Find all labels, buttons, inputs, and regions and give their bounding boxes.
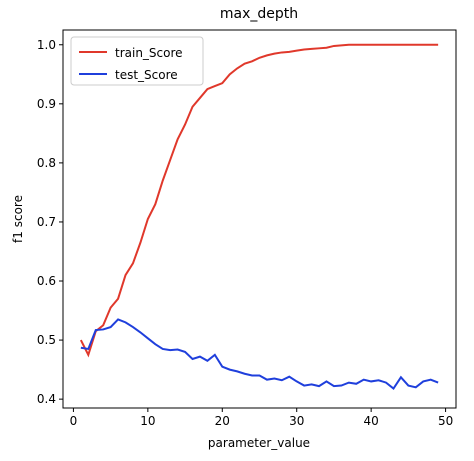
y-tick-label: 0.7 xyxy=(37,215,56,229)
legend-label: train_Score xyxy=(115,46,183,60)
plot-frame xyxy=(62,29,457,409)
series-line xyxy=(79,43,439,358)
legend-label: test_Score xyxy=(115,68,178,82)
y-tick-label: 0.4 xyxy=(37,392,56,406)
series-line xyxy=(80,318,439,390)
x-tick-label: 50 xyxy=(438,414,453,428)
y-tick-label: 0.9 xyxy=(37,97,56,111)
y-tick-label: 0.6 xyxy=(37,274,56,288)
y-tick-label: 1.0 xyxy=(37,38,56,52)
x-tick-label: 0 xyxy=(70,414,78,428)
x-tick-label: 20 xyxy=(215,414,230,428)
x-tick-label: 30 xyxy=(289,414,304,428)
y-tick-label: 0.8 xyxy=(37,156,56,170)
x-axis-label: parameter_value xyxy=(208,436,310,450)
y-tick-label: 0.5 xyxy=(37,333,56,347)
x-tick-label: 40 xyxy=(364,414,379,428)
y-axis-label: f1 score xyxy=(11,195,25,243)
x-tick-label: 10 xyxy=(140,414,155,428)
chart-title: max_depth xyxy=(220,6,298,22)
